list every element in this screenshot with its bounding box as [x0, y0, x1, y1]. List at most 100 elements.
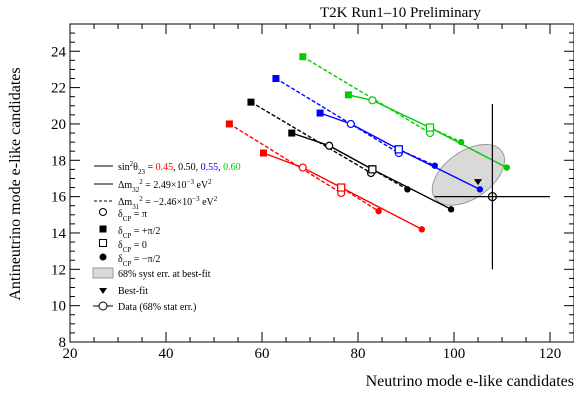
- legend-dcp-minus-sub: CP: [123, 260, 132, 268]
- legend-dcp-minus-row: δCP = −π/2: [118, 254, 160, 268]
- legend-dcp-plus-val: = +π/2: [131, 226, 160, 237]
- legend-comma-1: ,: [173, 162, 178, 173]
- series-0-inverted-dcp_minus_half_pi-marker: [375, 207, 382, 215]
- x-tick-label: 80: [351, 346, 366, 362]
- legend-dcp-pi-sub: CP: [123, 215, 132, 223]
- x-tick-label: 40: [159, 346, 174, 362]
- series-0-normal-dcp_minus_half_pi-marker: [418, 226, 426, 233]
- series-3-normal-dcp_minus_half_pi-marker: [503, 164, 510, 171]
- legend-data-label: Data (68% stat err.): [118, 302, 196, 313]
- legend-dm31-exp: −3: [192, 195, 200, 203]
- legend-dcp-minus-label: δ: [118, 254, 123, 265]
- legend-data-circle-icon: [98, 301, 108, 311]
- series-2-normal-dcp_plus_half_pi-marker: [316, 109, 324, 117]
- legend-dm31-sub: 31: [132, 203, 140, 211]
- series-3-normal-dcp_plus_half_pi-marker: [344, 91, 352, 99]
- legend-val-050: 0.50: [178, 162, 196, 173]
- legend-sin2-theta: θ: [133, 162, 138, 173]
- y-tick-label: 8: [59, 335, 67, 351]
- legend-filled-circle-icon: [99, 253, 107, 261]
- series-3-inverted-dcp_zero-marker: [425, 123, 435, 132]
- legend-sin2-eq: =: [145, 162, 156, 173]
- legend-dm32-unit: eV: [194, 180, 209, 191]
- legend-dm32-label: Δm: [118, 180, 132, 191]
- chart-title: T2K Run1–10 Preliminary: [320, 5, 481, 21]
- series-3-normal-dcp_pi-marker: [368, 96, 377, 105]
- x-axis-title: Neutrino mode e-like candidates: [366, 373, 574, 390]
- legend-dcp-plus-label: δ: [118, 226, 123, 237]
- legend-dm31-value: = −2.46×10: [143, 197, 192, 208]
- legend-comma-3: ,: [218, 162, 223, 173]
- legend-dcp-zero-row: δCP = 0: [118, 240, 147, 254]
- legend-val-045: 0.45: [156, 162, 174, 173]
- legend-dm32-exp: −3: [187, 178, 195, 186]
- y-tick-label: 10: [51, 299, 66, 315]
- legend-sin2-row: sin2θ23 = 0.45, 0.50, 0.55, 0.60: [118, 160, 241, 176]
- series-1-normal-dcp_plus_half_pi-marker: [288, 129, 296, 137]
- legend-dm31-unit: eV: [200, 197, 215, 208]
- legend-val-055: 0.55: [201, 162, 219, 173]
- legend-dm32-value: = 2.49×10: [143, 180, 187, 191]
- plot-frame: [69, 23, 574, 343]
- series-2-normal-line: [319, 112, 481, 191]
- legend-dcp-pi-row: δCP = π: [118, 209, 147, 223]
- series-1-normal-dcp_minus_half_pi-marker: [447, 206, 455, 213]
- series-0-normal-dcp_plus_half_pi-marker: [259, 149, 267, 157]
- legend-dcp-zero-label: δ: [118, 240, 123, 251]
- legend-syst-label: 68% syst err. at best-fit: [118, 269, 211, 280]
- series-0-normal-line: [263, 152, 423, 230]
- series-2-inverted-dcp_zero-marker: [394, 145, 403, 154]
- x-tick-label: 100: [443, 346, 466, 362]
- series-3-inverted-dcp_minus_half_pi-marker: [458, 138, 465, 146]
- legend-dcp-pi-label: δ: [118, 209, 123, 220]
- legend-open-square-icon: [99, 239, 107, 247]
- x-tick-label: 20: [63, 346, 78, 362]
- bestfit-marker: [474, 179, 482, 186]
- y-tick-label: 16: [51, 190, 67, 206]
- series-0-inverted-dcp_plus_half_pi-marker: [225, 120, 233, 128]
- legend-open-circle-icon: [99, 208, 107, 216]
- series-1-inverted-dcp_zero-marker: [368, 165, 377, 174]
- syst-ellipse-layer: [431, 143, 505, 206]
- x-tick-label: 60: [255, 346, 270, 362]
- series-2-normal-dcp_minus_half_pi-marker: [476, 186, 484, 193]
- series-1-normal-dcp_pi-marker: [325, 141, 334, 150]
- legend-dcp-plus-sub: CP: [123, 232, 132, 240]
- x-tick-label: 120: [539, 346, 562, 362]
- y-tick-label: 14: [51, 226, 67, 242]
- series-2-inverted-dcp_plus_half_pi-marker: [272, 75, 280, 83]
- data-point-layer: [434, 103, 550, 270]
- data-point-marker: [487, 192, 497, 202]
- series-2-normal-dcp_pi-marker: [346, 119, 355, 129]
- legend-dm31-sup: 2: [139, 195, 143, 203]
- legend-syst-box-icon: [92, 267, 114, 279]
- legend-dcp-plus-row: δCP = +π/2: [118, 226, 160, 240]
- legend-comma-2: ,: [196, 162, 201, 173]
- series-0-inverted-dcp_zero-marker: [337, 183, 346, 192]
- legend-dcp-zero-sub: CP: [123, 246, 132, 254]
- y-tick-label: 20: [51, 117, 66, 133]
- y-tick-label: 12: [51, 262, 66, 278]
- series-3-normal-line: [348, 94, 508, 169]
- legend-triangle-icon: [99, 288, 107, 294]
- y-tick-label: 22: [51, 81, 66, 97]
- series-2-inverted-dcp_minus_half_pi-marker: [431, 162, 438, 169]
- legend: sin2θ23 = 0.45, 0.50, 0.55, 0.60 Δm322 =…: [92, 160, 241, 313]
- legend-dm32-unit-sup: 2: [208, 178, 212, 186]
- legend-dm31-row: Δm312 = −2.46×10−3 eV2: [118, 195, 218, 211]
- series-1-normal-line: [291, 132, 452, 210]
- y-tick-label: 24: [51, 44, 67, 60]
- y-tick-label: 18: [51, 153, 66, 169]
- legend-dm32-row: Δm322 = 2.49×10−3 eV2: [118, 178, 212, 194]
- legend-dcp-minus-val: = −π/2: [131, 254, 160, 265]
- legend-dm32-sup: 2: [139, 178, 143, 186]
- syst-ellipse: [431, 143, 505, 206]
- legend-sin2-sup: 2: [130, 160, 134, 168]
- series-0-normal-dcp_pi-marker: [298, 163, 307, 172]
- axis-ticks: [69, 23, 574, 343]
- series-3-inverted-dcp_plus_half_pi-marker: [299, 53, 307, 61]
- legend-filled-square-icon: [99, 225, 107, 233]
- series-markers: [225, 53, 510, 233]
